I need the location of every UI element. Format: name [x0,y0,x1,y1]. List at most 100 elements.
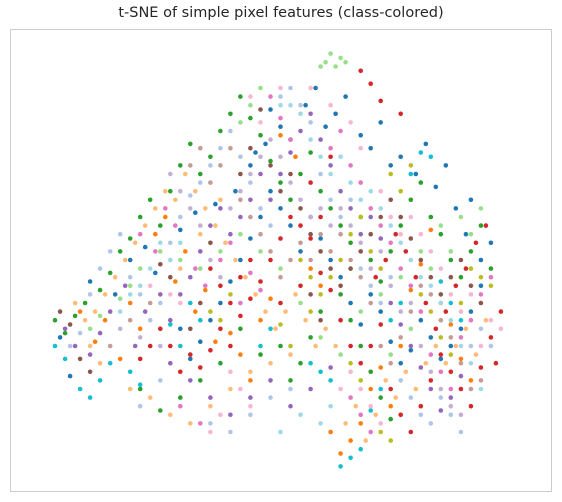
scatter-point [248,236,253,241]
scatter-point [168,322,173,327]
scatter-point [468,283,474,289]
scatter-point [82,317,88,323]
scatter-point [168,188,173,194]
scatter-point [348,317,353,323]
scatter-point [328,378,333,383]
scatter-point [218,300,223,306]
scatter-point [488,274,494,280]
scatter-point [313,85,318,91]
scatter-point [368,300,374,306]
scatter-point [448,386,454,392]
scatter-point [87,395,93,400]
scatter-point [218,257,223,263]
scatter-point [198,300,203,306]
scatter-point [258,343,263,349]
scatter-point [388,274,394,280]
scatter-point [198,171,203,177]
scatter-point [147,317,153,323]
scatter-point [423,360,429,366]
scatter-point [298,102,303,108]
scatter-point [368,429,374,435]
scatter-point [308,386,313,392]
scatter-point [178,369,183,375]
scatter-point [378,120,384,125]
scatter-point [408,171,414,177]
scatter-point [338,464,343,469]
scatter-point [278,102,283,108]
scatter-point [218,249,223,254]
scatter-point [203,287,208,293]
scatter-point [127,300,133,306]
scatter-point [258,352,263,357]
scatter-point [403,249,409,254]
scatter-point [368,81,374,86]
scatter-point [147,283,153,289]
scatter-point [158,262,163,267]
scatter-point [478,365,484,370]
scatter-point [208,403,213,409]
scatter-point [158,326,163,332]
scatter-point [448,249,454,254]
scatter-point [183,249,188,254]
scatter-point [263,141,268,147]
scatter-point [188,352,193,357]
scatter-point [378,429,384,435]
scatter-point [428,227,434,233]
scatter-point [77,356,83,362]
scatter-point [458,386,464,392]
scatter-point [268,360,273,366]
scatter-point [188,193,193,198]
scatter-point [453,206,459,211]
scatter-point [488,283,494,289]
scatter-point [238,300,243,306]
scatter-point [428,154,434,160]
scatter-point [178,163,183,168]
scatter-point [258,206,263,211]
scatter-point [278,188,283,194]
scatter-point [333,64,338,69]
scatter-point [438,266,444,271]
scatter-point [238,214,243,220]
scatter-point [463,231,469,237]
scatter-point [198,145,203,151]
scatter-point [107,249,113,254]
scatter-point [288,197,293,203]
scatter-point [228,429,233,435]
scatter-point [428,335,434,340]
scatter-point [57,335,63,340]
scatter-point [168,257,173,263]
scatter-point [468,378,474,383]
scatter-point [238,274,243,280]
scatter-point [228,279,233,284]
scatter-point [318,171,323,177]
scatter-point [333,111,338,117]
scatter-point [273,326,278,332]
scatter-point [168,292,173,297]
scatter-point [238,188,243,194]
scatter-point [348,163,353,168]
scatter-point [323,124,328,129]
scatter-point [383,257,389,263]
scatter-point [458,274,464,280]
scatter-point [67,373,73,379]
scatter-point [398,266,404,271]
scatter-point [318,335,323,340]
scatter-point [278,180,283,185]
scatter-point [137,283,143,289]
scatter-point [368,249,374,254]
scatter-point [248,378,253,383]
scatter-point [198,223,203,228]
scatter-point [458,356,464,362]
scatter-point [213,201,218,207]
scatter-point [208,180,213,185]
scatter-point [398,231,404,237]
scatter-point [388,300,394,306]
scatter-point [238,120,243,125]
scatter-point [248,94,253,99]
scatter-point [137,231,143,237]
scatter-point [333,343,338,349]
scatter-point [97,330,103,336]
scatter-point [62,326,68,332]
scatter-point [378,98,384,104]
scatter-point [288,352,293,357]
